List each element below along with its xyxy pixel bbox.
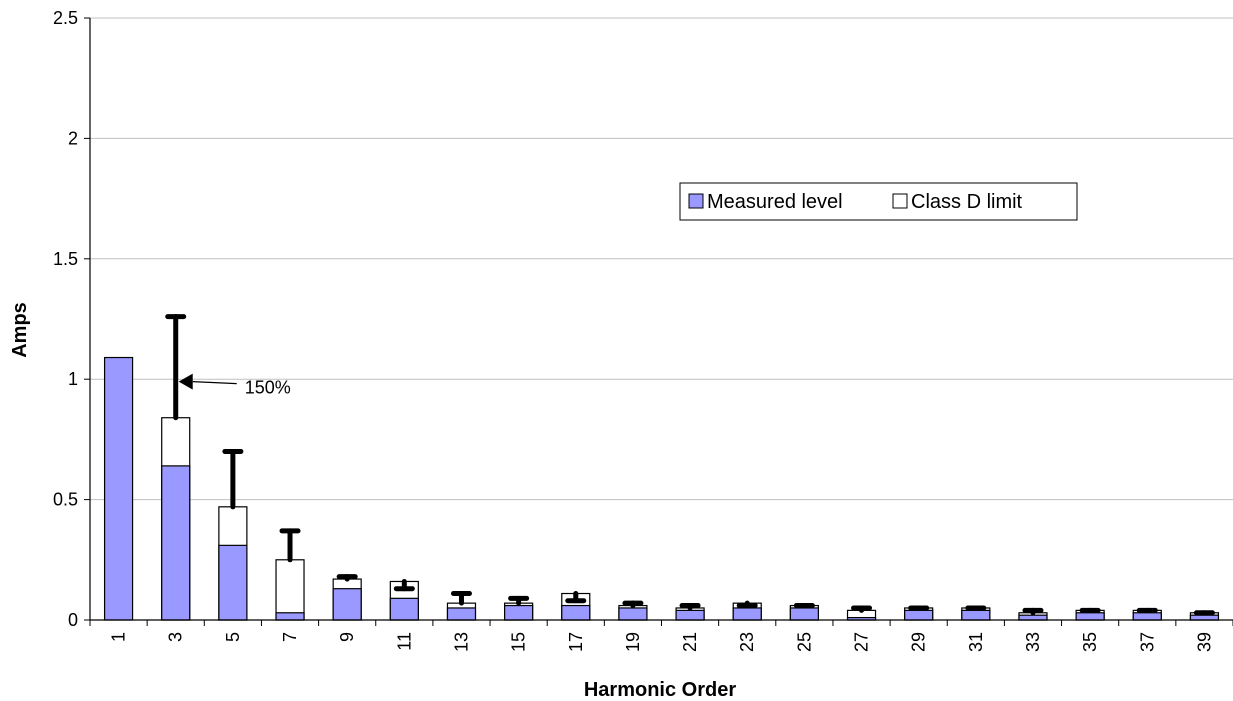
annotation-arrowhead <box>178 373 193 390</box>
annotation-leader-line <box>192 381 237 385</box>
bar-measured <box>161 465 191 621</box>
bar-measured <box>1075 612 1105 621</box>
x-tick-label: 35 <box>1080 632 1100 652</box>
x-tick-label: 21 <box>680 632 700 652</box>
x-tick-label: 39 <box>1194 632 1214 652</box>
bar-measured <box>218 544 248 621</box>
bar-measured <box>904 609 934 621</box>
y-tick-label: 0 <box>68 610 78 630</box>
annotation-label: 150% <box>245 378 291 398</box>
error-bars <box>165 314 1215 616</box>
bar-measured <box>1018 614 1048 621</box>
bar-measured <box>103 356 134 621</box>
legend-swatch-measured <box>688 193 704 209</box>
x-axis-title: Harmonic Order <box>584 679 736 701</box>
axes <box>89 18 1233 621</box>
bar-measured <box>961 609 991 621</box>
bar-measured <box>1189 614 1220 621</box>
legend-label-limit: Class D limit <box>911 191 1023 213</box>
x-tick-label: 1 <box>109 632 129 642</box>
bars <box>103 356 1220 621</box>
x-tick-label: 11 <box>394 632 414 651</box>
y-axis-ticks: 0 0.5 1 1.5 2 2.5 <box>53 8 90 630</box>
x-tick-label: 37 <box>1137 632 1157 652</box>
bar-limit <box>275 559 305 621</box>
bar-measured <box>275 612 305 621</box>
bar-measured <box>618 607 648 621</box>
bar-measured <box>446 607 477 621</box>
x-tick-label: 29 <box>909 632 929 652</box>
x-tick-label: 19 <box>623 632 643 652</box>
x-tick-label: 31 <box>966 632 986 652</box>
x-tick-label: 9 <box>337 632 357 642</box>
bar-measured <box>504 604 534 621</box>
x-tick-label: 27 <box>852 632 872 652</box>
bar-measured <box>332 588 362 621</box>
bar-measured <box>732 607 762 621</box>
y-tick-label: 1 <box>68 369 78 389</box>
y-tick-label: 2 <box>68 128 78 148</box>
x-tick-label: 3 <box>166 632 186 642</box>
bar-measured <box>561 604 591 621</box>
x-tick-label: 5 <box>223 632 243 642</box>
y-tick-label: 0.5 <box>53 490 78 510</box>
gridlines <box>90 17 1233 501</box>
x-tick-label: 13 <box>451 632 471 652</box>
x-tick-label: 33 <box>1023 632 1043 652</box>
x-tick-label: 7 <box>280 632 300 642</box>
x-tick-label: 15 <box>509 632 529 652</box>
bar-measured <box>675 609 705 621</box>
legend-box <box>679 182 1078 221</box>
bar-measured <box>789 607 819 621</box>
x-axis-ticks: 1 3 5 7 9 11 13 15 17 19 21 23 25 27 29 31 33 35 37 39 <box>89 620 1233 652</box>
x-tick-label: 23 <box>737 632 757 652</box>
bar-measured <box>389 597 419 621</box>
x-tick-label: 25 <box>794 632 814 652</box>
bar-measured <box>1132 612 1162 621</box>
annotation: 150% <box>178 373 291 398</box>
x-tick-label: 17 <box>566 632 586 652</box>
y-axis-title: Amps <box>9 302 31 358</box>
legend-swatch-limit <box>892 193 908 209</box>
legend-label-measured: Measured level <box>707 191 843 213</box>
y-tick-label: 1.5 <box>53 249 78 269</box>
legend: Measured level Class D limit <box>679 182 1078 221</box>
y-tick-label: 2.5 <box>53 8 78 28</box>
